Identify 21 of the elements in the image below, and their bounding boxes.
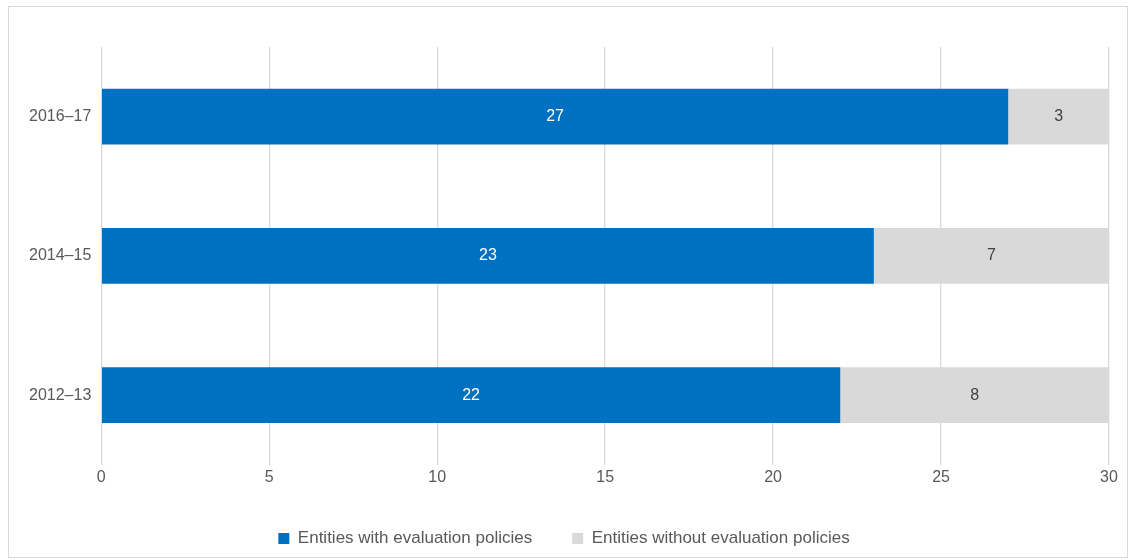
bar	[101, 88, 1009, 145]
x-tick-label: 10	[428, 467, 447, 485]
x-tick-label: 5	[264, 467, 274, 485]
y-tick-label: 2012–13	[28, 385, 92, 403]
x-tick-label: 25	[932, 467, 951, 485]
y-tick-label: 2016–17	[28, 107, 92, 125]
legend-label: Entities with evaluation policies	[297, 528, 533, 548]
bar	[101, 367, 841, 424]
data-label: 27	[546, 107, 565, 125]
legend-label: Entities without evaluation policies	[591, 528, 850, 548]
y-tick-label: 2014–15	[28, 246, 92, 264]
x-tick-label: 20	[764, 467, 783, 485]
data-label: 7	[986, 246, 996, 264]
data-label: 22	[462, 385, 481, 403]
x-tick-label: 30	[1100, 467, 1118, 485]
x-tick-label: 15	[596, 467, 615, 485]
bar	[101, 228, 874, 284]
data-label: 23	[479, 246, 497, 264]
data-label: 3	[1054, 107, 1064, 125]
x-tick-label: 0	[96, 467, 106, 485]
data-label: 8	[970, 385, 980, 403]
